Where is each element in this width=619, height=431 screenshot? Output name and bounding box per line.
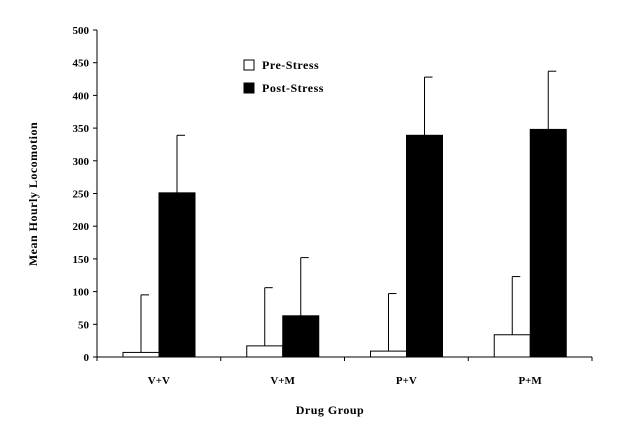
legend-swatch-pre-stress: [243, 59, 255, 71]
y-tick-label: 200: [73, 221, 90, 233]
bar-pre-stress-pm: [493, 334, 531, 358]
legend-label-pre-stress: Pre-Stress: [262, 58, 319, 72]
y-tick-label: 150: [73, 254, 90, 266]
y-tick-label: 300: [73, 156, 90, 168]
bar-pre-stress-pv: [370, 350, 407, 358]
y-tick-label: 450: [73, 58, 90, 70]
error-bars: [140, 70, 557, 353]
bar-post-stress-vm: [282, 315, 320, 358]
bar-pre-stress-vv: [122, 351, 160, 358]
y-axis-ticks: 0 50 100 150 200 250 300 350 400 450 500: [73, 25, 97, 364]
y-tick-label: 50: [78, 319, 90, 331]
bar-post-stress-pv: [406, 134, 443, 358]
legend-label-post-stress: Post-Stress: [262, 81, 324, 95]
y-tick-label: 100: [73, 287, 90, 299]
x-category-label: P+V: [396, 375, 417, 387]
x-axis-title: Drug Group: [296, 403, 364, 417]
bar-pre-stress-vm: [246, 345, 284, 358]
y-tick-label: 400: [73, 90, 90, 102]
y-tick-label: 250: [73, 189, 90, 201]
x-category-label: V+V: [148, 375, 170, 387]
bar-post-stress-vv: [158, 192, 196, 358]
y-tick-label: 500: [73, 25, 90, 37]
x-category-label: P+M: [518, 375, 542, 387]
x-axis-ticks: V+V V+M P+V P+M: [96, 357, 593, 387]
y-axis-title: Mean Hourly Locomotion: [26, 122, 40, 266]
bar-post-stress-pm: [529, 128, 567, 358]
bars: [122, 128, 567, 358]
x-category-label: V+M: [270, 375, 295, 387]
legend: Pre-Stress Post-Stress: [243, 58, 324, 95]
legend-swatch-post-stress: [243, 82, 255, 94]
y-tick-label: 350: [73, 123, 90, 135]
y-tick-label: 0: [84, 352, 90, 364]
